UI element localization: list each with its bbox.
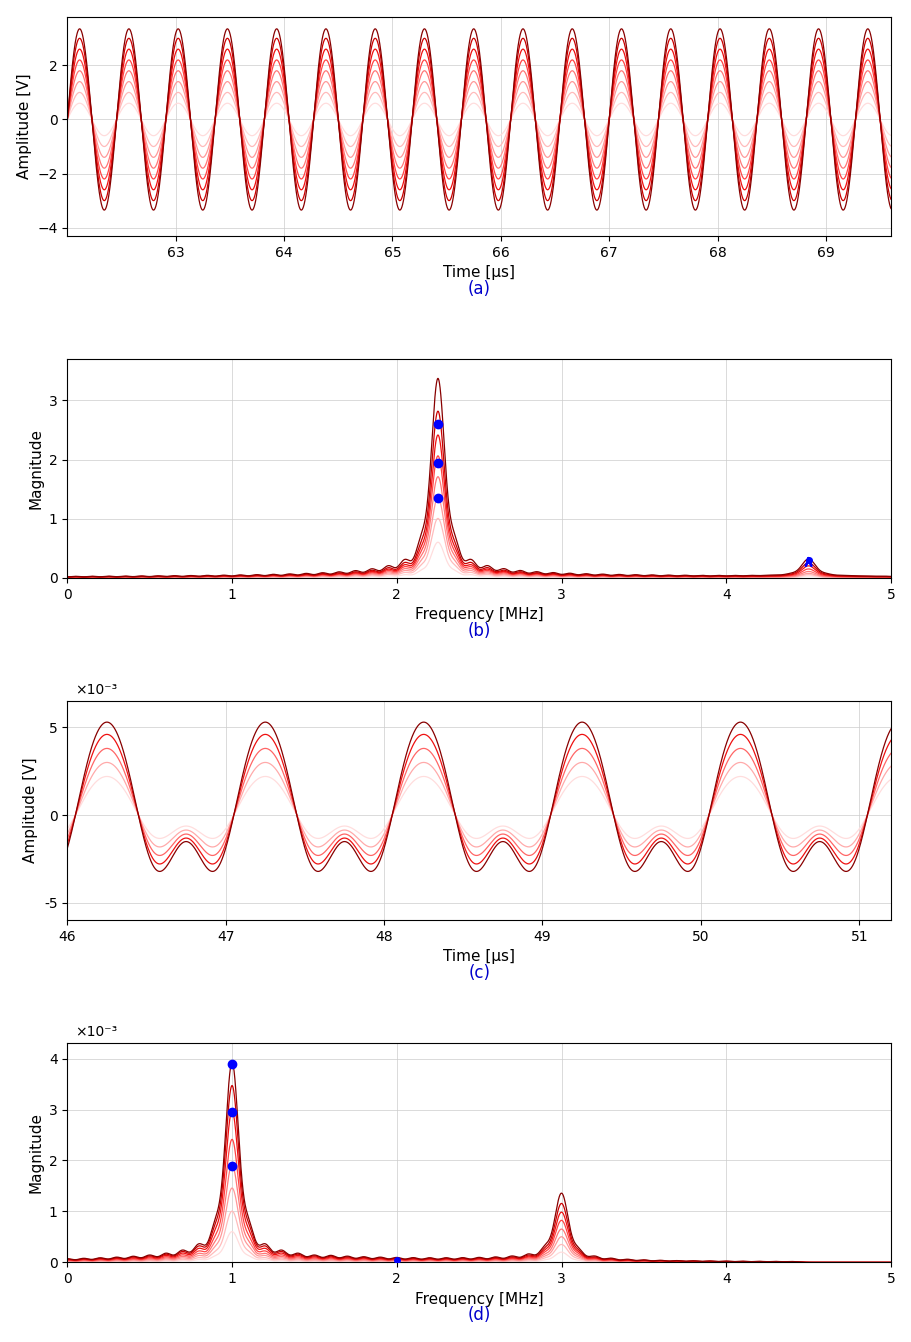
Y-axis label: Magnitude: Magnitude — [28, 1113, 43, 1193]
Text: (d): (d) — [467, 1306, 490, 1325]
Text: ×10⁻³: ×10⁻³ — [76, 1025, 118, 1039]
Text: ×10⁻³: ×10⁻³ — [76, 683, 118, 696]
Text: (a): (a) — [467, 279, 490, 298]
X-axis label: Time [μs]: Time [μs] — [443, 266, 515, 280]
Y-axis label: Amplitude [V]: Amplitude [V] — [16, 74, 32, 178]
X-axis label: Frequency [MHz]: Frequency [MHz] — [415, 1292, 543, 1307]
Y-axis label: Magnitude: Magnitude — [28, 428, 43, 509]
X-axis label: Time [μs]: Time [μs] — [443, 950, 515, 965]
X-axis label: Frequency [MHz]: Frequency [MHz] — [415, 608, 543, 623]
Text: (c): (c) — [467, 964, 489, 982]
Y-axis label: Amplitude [V]: Amplitude [V] — [24, 758, 38, 863]
Text: (b): (b) — [467, 621, 490, 640]
